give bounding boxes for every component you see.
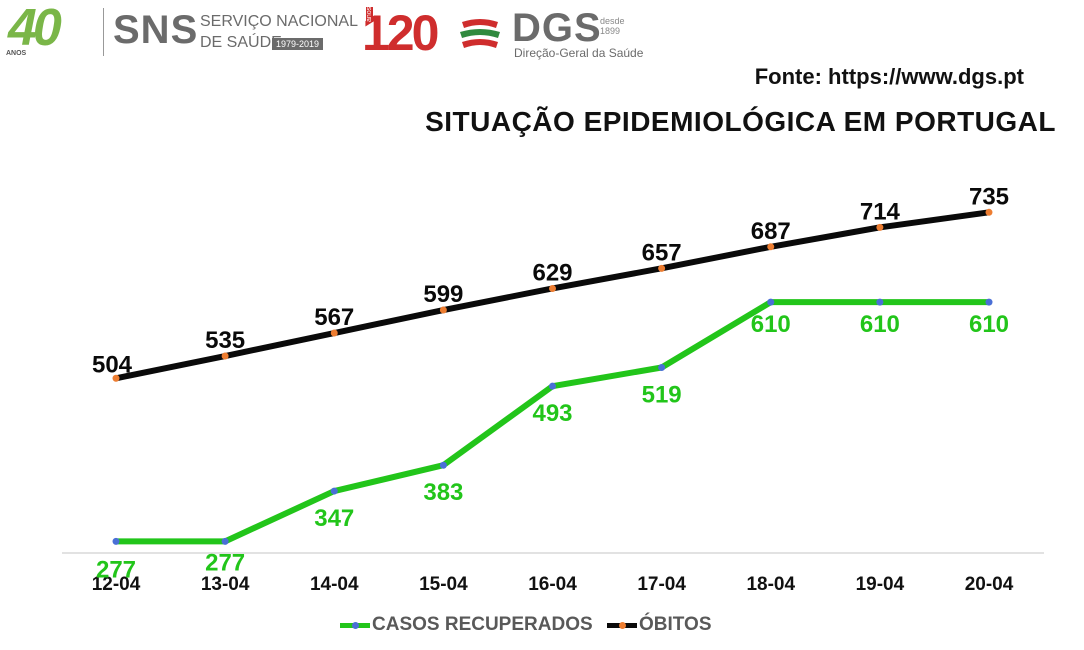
deaths-point	[658, 264, 666, 272]
sns-subtitle-line1: SERVIÇO NACIONAL	[200, 13, 358, 30]
recovered-point	[330, 487, 338, 495]
x-tick-label: 12-04	[92, 574, 141, 595]
deaths-point	[985, 208, 993, 216]
recovered-data-label: 610	[969, 311, 1009, 338]
sns-40-caption: ANOS	[6, 50, 27, 57]
x-tick-label: 13-04	[201, 574, 250, 595]
recovered-data-label: 610	[860, 311, 900, 338]
deaths-data-label: 657	[642, 239, 682, 266]
dgs-since-year: 1899	[600, 26, 621, 36]
sns-40-number: 40	[8, 0, 62, 57]
sns-years-badge: 1979-2019	[272, 38, 324, 50]
logo-divider	[103, 8, 104, 56]
recovered-point	[876, 298, 884, 306]
legend-deaths-label: ÓBITOS	[639, 614, 712, 635]
chart-title: SITUAÇÃO EPIDEMIOLÓGICA EM PORTUGAL	[425, 106, 1056, 137]
deaths-point	[549, 284, 556, 292]
recovered-point	[985, 298, 993, 306]
deaths-point	[439, 306, 447, 314]
deaths-data-label: 714	[860, 198, 901, 225]
legend-item-recovered: CASOS RECUPERADOS	[340, 614, 593, 636]
dgs-120-years-logo: 120	[362, 5, 439, 61]
sns-logo-text: SNS	[113, 8, 199, 52]
legend-item-deaths: ÓBITOS	[607, 614, 712, 636]
recovered-data-label: 277	[205, 549, 245, 576]
recovered-point	[439, 461, 447, 469]
deaths-data-label: 687	[751, 218, 791, 245]
recovered-point	[549, 382, 556, 390]
line-chart: 12-04 13-04 14-04 15-04 16-04 17-04 18-04 19-04…	[62, 183, 1044, 595]
recovered-data-label: 519	[642, 381, 682, 408]
sns-subtitle-line2: DE SAÚDE	[200, 34, 282, 51]
recovered-data-label: 347	[314, 505, 354, 532]
deaths-series-line	[113, 209, 992, 382]
legend-recovered-swatch	[340, 621, 370, 629]
recovered-data-label: 383	[423, 479, 463, 506]
dgs-since: desde 1899	[600, 16, 625, 36]
recovered-point	[112, 537, 120, 545]
x-tick-label: 19-04	[856, 574, 905, 595]
dgs-full-name: Direção-Geral da Saúde	[514, 46, 644, 60]
deaths-point	[112, 374, 120, 382]
chart-legend: CASOS RECUPERADOS ÓBITOS	[0, 614, 1084, 642]
source-credit: Fonte: https://www.dgs.pt	[754, 64, 1024, 89]
x-tick-label: 17-04	[637, 574, 686, 595]
x-tick-label: 20-04	[965, 574, 1014, 595]
dgs-since-label: desde	[600, 16, 625, 26]
x-tick-label: 14-04	[310, 574, 359, 595]
recovered-data-label: 493	[532, 400, 572, 427]
deaths-point	[330, 329, 338, 337]
legend-deaths-swatch	[607, 621, 637, 629]
deaths-data-label: 504	[92, 351, 133, 378]
recovered-data-label: 277	[96, 556, 136, 583]
recovered-point	[221, 537, 229, 545]
recovered-point	[767, 298, 775, 306]
dgs-logo-text: DGS	[512, 6, 602, 50]
recovered-data-label: 610	[751, 311, 791, 338]
deaths-point	[767, 243, 775, 251]
sns-40-years-logo: 40 ANOS	[4, 0, 96, 58]
recovered-point	[658, 363, 666, 371]
legend-recovered-label: CASOS RECUPERADOS	[372, 614, 593, 635]
x-tick-label: 18-04	[746, 574, 795, 595]
deaths-data-label: 629	[532, 259, 572, 286]
x-tick-label: 15-04	[419, 574, 468, 595]
deaths-point	[876, 223, 884, 231]
dgs-emblem-icon	[460, 19, 500, 48]
deaths-point	[221, 352, 229, 360]
deaths-data-label: 567	[314, 304, 354, 331]
x-tick-label: 16-04	[528, 574, 577, 595]
deaths-data-label: 599	[423, 281, 463, 308]
deaths-data-label: 735	[969, 183, 1009, 210]
header: 40 ANOS SNS SERVIÇO NACIONAL DE SAÚDE 19…	[0, 0, 1084, 70]
deaths-data-label: 535	[205, 327, 245, 354]
